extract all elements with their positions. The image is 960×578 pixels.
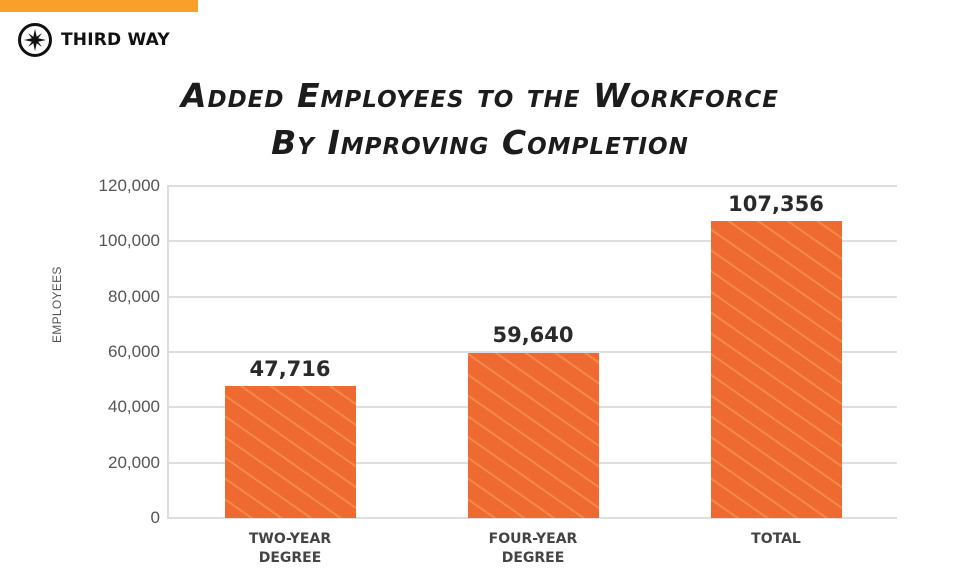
category-line: FOUR-YEAR [488,531,578,547]
brand-name: THIRD WAY [61,30,170,50]
y-tick: 80,000 [108,287,160,306]
y-tick: 60,000 [108,342,160,361]
bar-four-year-degree [468,353,599,518]
compass-icon [18,23,52,57]
y-tick: 100,000 [98,231,160,250]
y-tick: 40,000 [108,397,160,416]
x-category-label: FOUR-YEAR DEGREE [453,530,613,568]
chart-title: Added Employees to the Workforce By Impr… [0,72,960,166]
bar-total [711,221,842,518]
chart-title-line-2: By Improving Completion [271,123,689,162]
value-label: 47,716 [249,357,331,381]
y-axis-line [167,185,169,519]
gridline [168,351,897,353]
gridline [168,296,897,298]
y-tick: 120,000 [98,176,160,195]
x-category-label: TWO-YEAR DEGREE [210,530,370,568]
category-line: DEGREE [501,550,565,566]
value-label: 59,640 [492,323,574,347]
category-line: TOTAL [751,531,801,547]
y-tick: 20,000 [108,453,160,472]
category-line: DEGREE [258,550,322,566]
bar-two-year-degree [225,386,356,518]
x-axis-baseline [168,517,897,519]
top-accent-bar [0,0,198,12]
y-axis-label: EMPLOYEES [50,266,64,343]
brand-logo: THIRD WAY [17,22,170,58]
y-tick: 0 [150,508,160,527]
gridline [168,240,897,242]
chart-title-line-1: Added Employees to the Workforce [180,76,780,115]
gridline [168,185,897,187]
category-line: TWO-YEAR [248,531,332,547]
value-label: 107,356 [728,192,824,216]
x-category-label: TOTAL [696,530,856,549]
